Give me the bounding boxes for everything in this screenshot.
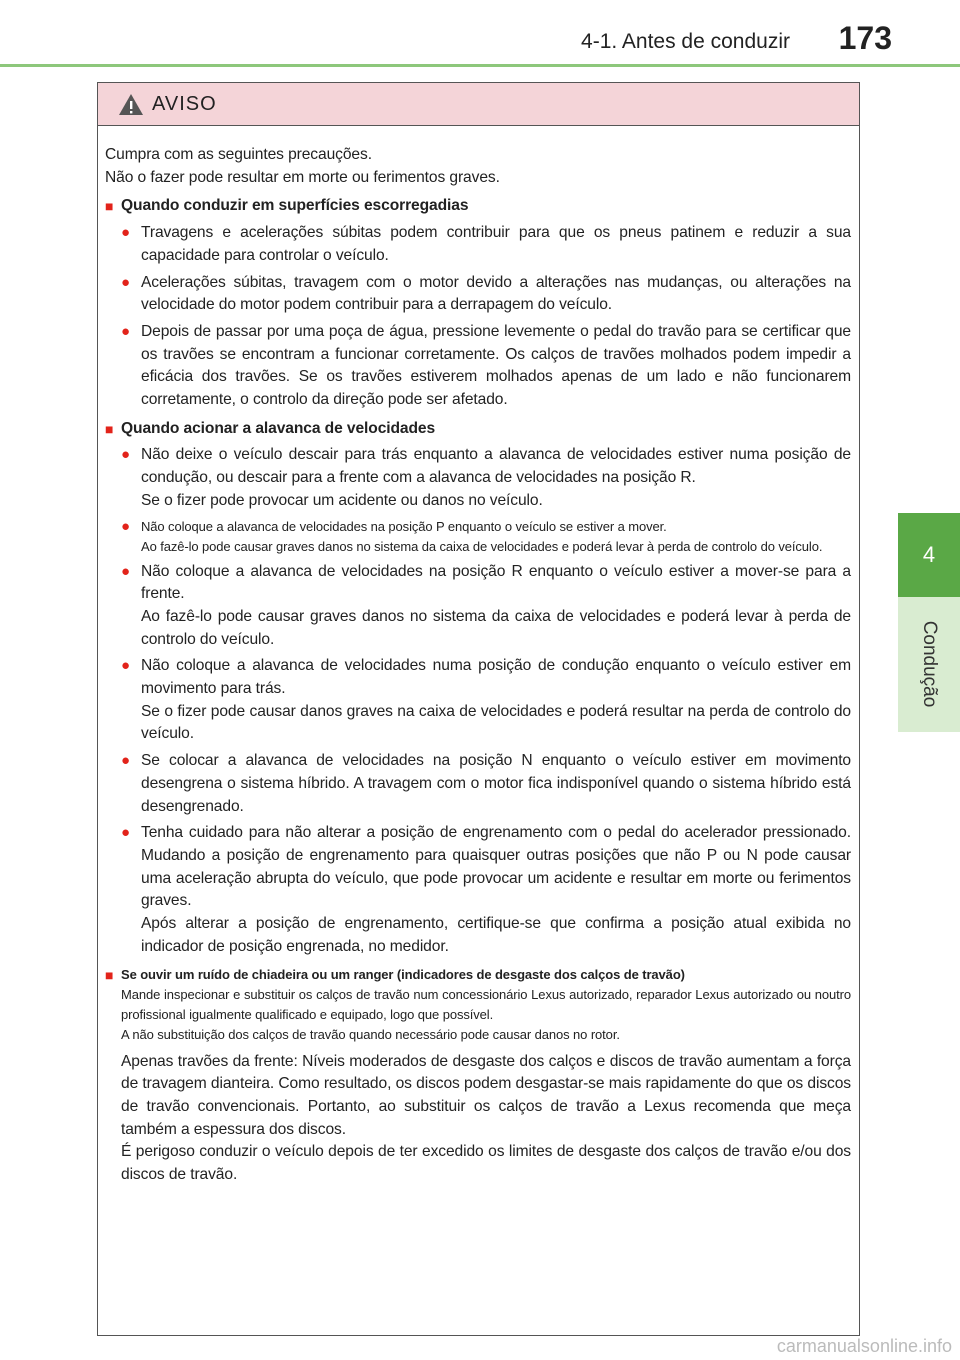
body-text: Apenas travões da frente: Níveis moderad… <box>121 1052 851 1138</box>
page-number: 173 <box>838 20 892 56</box>
item-text: Travagens e acelerações súbitas podem co… <box>141 224 851 264</box>
item-text: Não coloque a alavanca de velocidades nu… <box>141 657 851 698</box>
item-text: Depois de passar por uma poça de água, p… <box>141 322 851 409</box>
section-heading: Quando conduzir em superfícies escorrega… <box>105 195 851 218</box>
warning-title: AVISO <box>152 92 217 115</box>
bullet-item: Tenha cuidado para não alterar a posição… <box>105 822 851 958</box>
item-text: Não deixe o veículo descair para trás en… <box>141 446 851 487</box>
item-text: Acelerações súbitas, travagem com o moto… <box>141 273 851 314</box>
item-text: Após alterar a posição de engrenamento, … <box>141 915 851 955</box>
section-heading: Quando acionar a alavanca de velocidades <box>105 418 851 441</box>
item-text: Ao fazê-lo pode causar graves danos no s… <box>141 607 851 648</box>
bullet-item: Não coloque a alavanca de velocidades na… <box>105 517 851 557</box>
warning-box: AVISO Cumpra com as seguintes precauções.… <box>97 82 860 1336</box>
warning-icon <box>119 93 143 115</box>
bullet-item: Acelerações súbitas, travagem com o moto… <box>105 272 851 317</box>
item-text: Ao fazê-lo pode causar graves danos no s… <box>141 538 823 554</box>
watermark: carmanualsonline.info <box>776 1336 952 1356</box>
warning-title-bar: AVISO <box>98 83 859 126</box>
body-text: Mande inspecionar e substituir os calços… <box>121 986 851 1022</box>
bullet-item: Não coloque a alavanca de velocidades na… <box>105 561 851 652</box>
item-text: Se colocar a alavanca de velocidades na … <box>141 752 851 815</box>
header-rule <box>0 64 960 67</box>
bullet-item: Se colocar a alavanca de velocidades na … <box>105 750 851 818</box>
header-section: 4-1. Antes de conduzir <box>581 30 790 53</box>
bullet-item: Travagens e acelerações súbitas podem co… <box>105 222 851 267</box>
item-text: Não coloque a alavanca de velocidades na… <box>141 518 667 534</box>
bullet-item: Depois de passar por uma poça de água, p… <box>105 321 851 412</box>
intro-text: Cumpra com as seguintes precauções. <box>105 146 372 163</box>
bullet-item: Não deixe o veículo descair para trás en… <box>105 444 851 512</box>
tab-label: Condução <box>919 620 940 708</box>
tab-label-box: Condução <box>898 597 960 732</box>
bullet-item: Não coloque a alavanca de velocidades nu… <box>105 655 851 746</box>
tab-number: 4 <box>898 513 960 597</box>
item-text: Tenha cuidado para não alterar a posição… <box>141 824 851 910</box>
body-text: É perigoso conduzir o veículo depois de … <box>121 1143 851 1184</box>
body-text: A não substituição dos calços de travão … <box>121 1026 620 1042</box>
warning-content: Cumpra com as seguintes precauções. Não o… <box>98 126 859 1187</box>
section-heading: Se ouvir um ruído de chiadeira ou um ran… <box>105 965 851 985</box>
item-text: Se o fizer pode causar danos graves na c… <box>141 702 851 743</box>
item-text: Não coloque a alavanca de velocidades na… <box>141 562 851 603</box>
intro-text: Não o fazer pode resultar em morte ou fe… <box>105 168 500 186</box>
item-text: Se o fizer pode provocar um acidente ou … <box>141 491 543 509</box>
